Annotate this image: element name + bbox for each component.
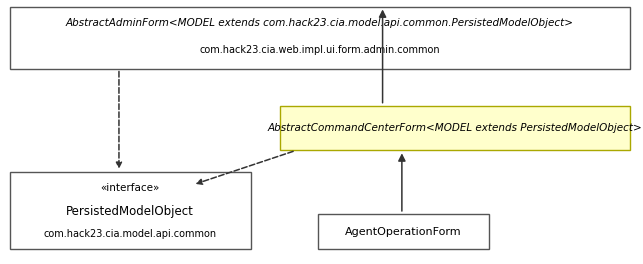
Text: AbstractCommandCenterForm<MODEL extends PersistedModelObject>: AbstractCommandCenterForm<MODEL extends …: [267, 123, 642, 133]
Text: com.hack23.cia.web.impl.ui.form.admin.common: com.hack23.cia.web.impl.ui.form.admin.co…: [199, 45, 440, 54]
Text: com.hack23.cia.model.api.common: com.hack23.cia.model.api.common: [44, 229, 217, 239]
Bar: [10, 172, 251, 249]
Bar: [318, 214, 489, 249]
Text: PersistedModelObject: PersistedModelObject: [66, 205, 194, 218]
Text: AbstractAdminForm<MODEL extends com.hack23.cia.model.api.common.PersistedModelOb: AbstractAdminForm<MODEL extends com.hack…: [66, 18, 574, 28]
Bar: [10, 7, 630, 69]
Text: «interface»: «interface»: [100, 183, 160, 193]
Text: AgentOperationForm: AgentOperationForm: [345, 227, 462, 237]
Bar: [280, 106, 630, 150]
